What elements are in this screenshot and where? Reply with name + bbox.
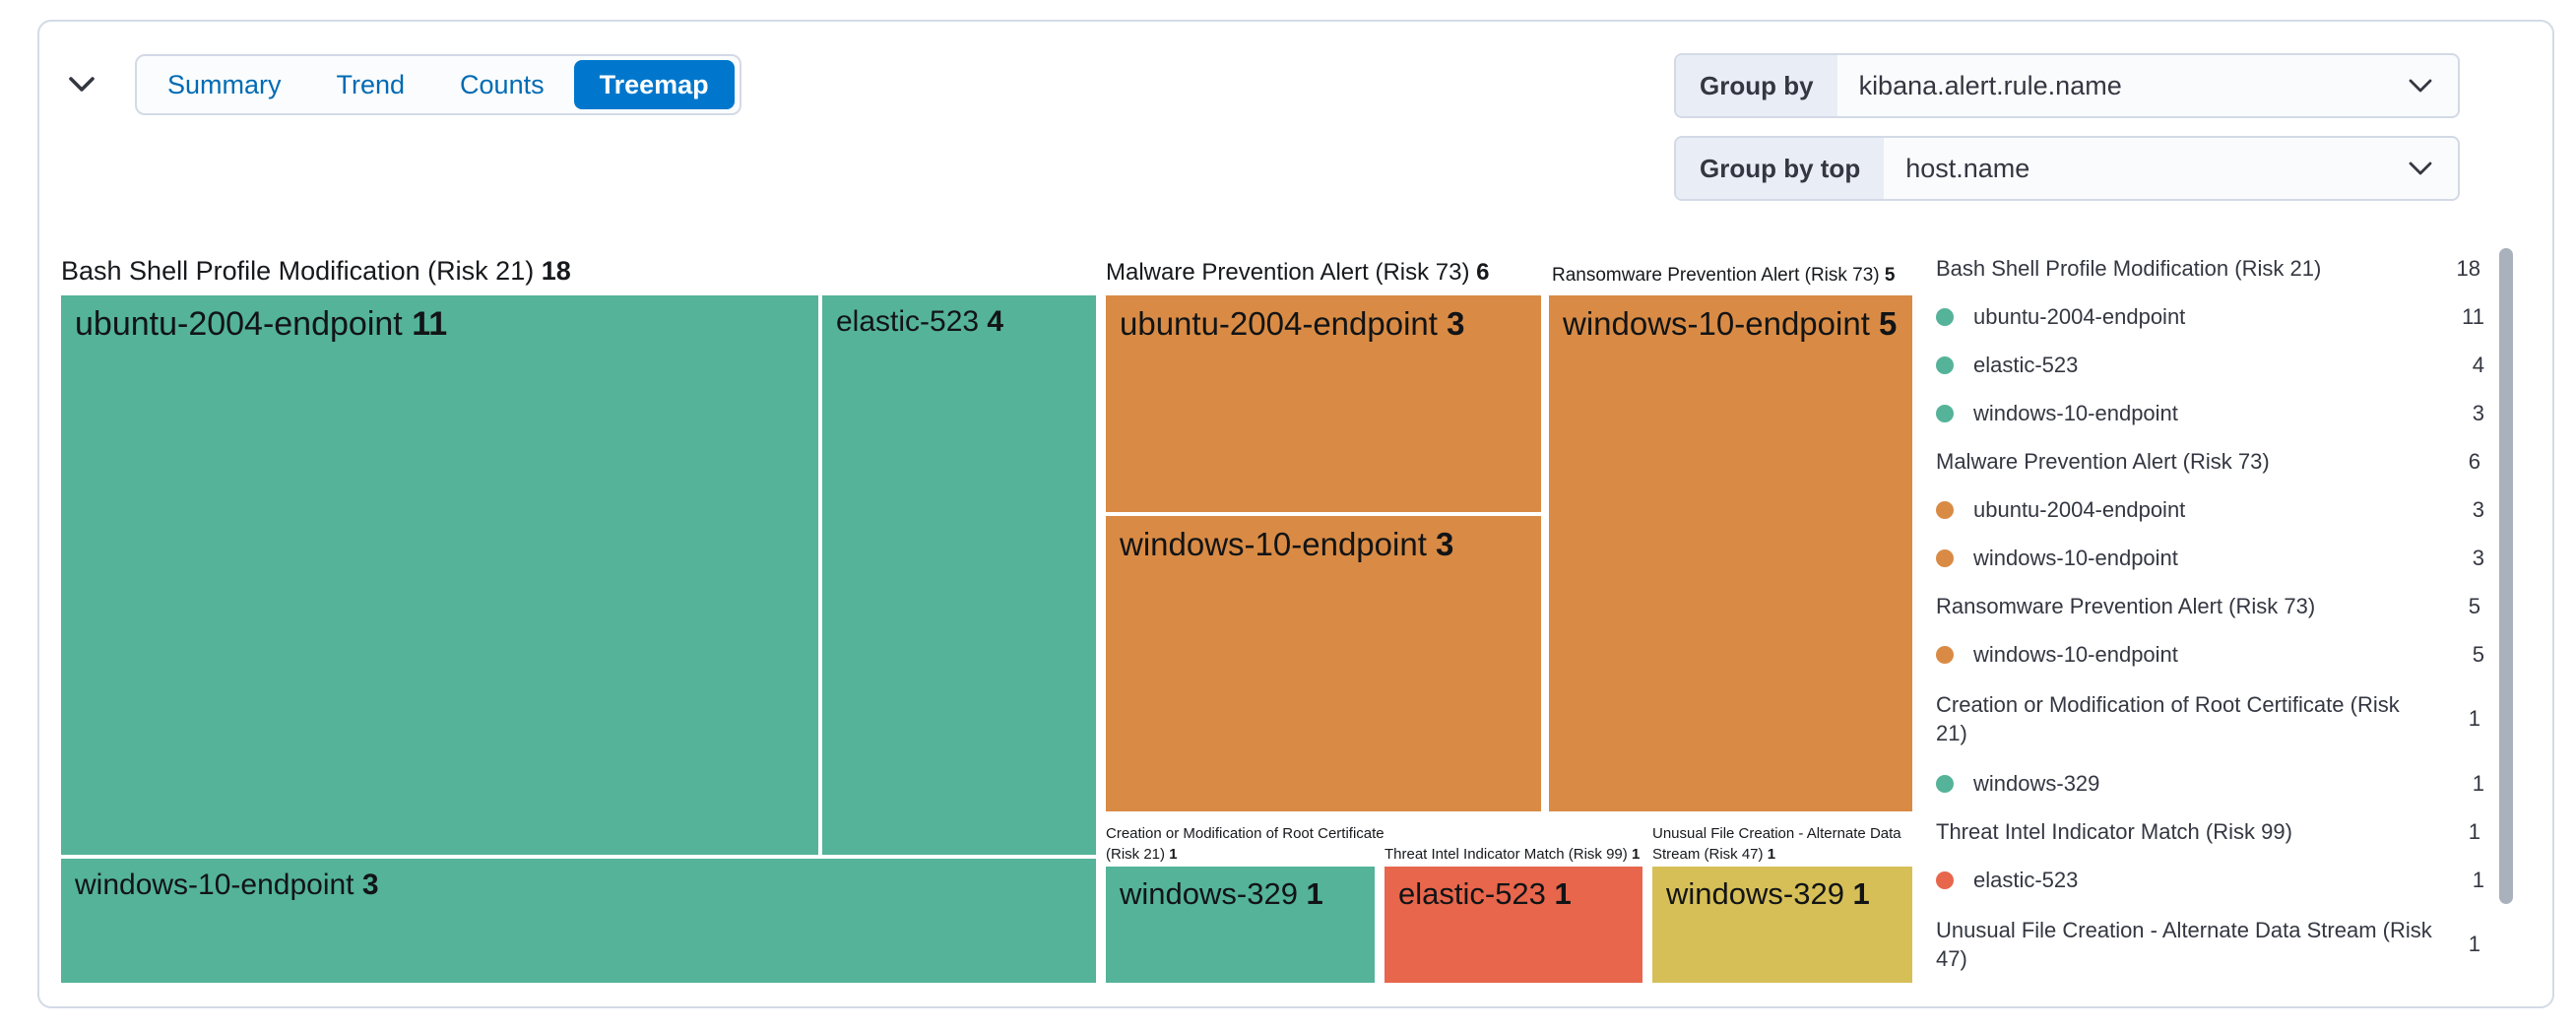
- legend-title-label: Ransomware Prevention Alert (Risk 73): [1936, 594, 2316, 618]
- legend-item-label: windows-329: [1973, 771, 2100, 796]
- legend-item-label: ubuntu-2004-endpoint: [1973, 304, 2186, 329]
- legend-item-label: elastic-523: [1973, 868, 2079, 892]
- legend-title-label: Threat Intel Indicator Match (Risk 99): [1936, 819, 2292, 844]
- legend-title-label: Bash Shell Profile Modification (Risk 21…: [1936, 256, 2322, 281]
- legend-row-title-malware-prevention-alert-risk-73[interactable]: Malware Prevention Alert (Risk 73) 6: [1936, 437, 2484, 485]
- legend-item-label: windows-10-endpoint: [1973, 401, 2178, 425]
- group-by-top-select[interactable]: Group by top host.name: [1674, 136, 2460, 201]
- legend-count: 3: [2472, 496, 2484, 522]
- legend-row-item-windows-10-endpoint[interactable]: windows-10-endpoint 3: [1936, 389, 2484, 437]
- collapse-toggle-button[interactable]: [65, 65, 108, 104]
- legend-count: 1: [2472, 867, 2484, 892]
- legend-scrollbar-thumb[interactable]: [2499, 248, 2513, 904]
- legend-title-label: Creation or Modification of Root Certifi…: [1936, 692, 2400, 745]
- legend-row-item-elastic-523[interactable]: elastic-523 1: [1936, 856, 2484, 904]
- treemap-tile-label: windows-10-endpoint 3: [75, 869, 379, 901]
- legend-count: 4: [2472, 352, 2484, 377]
- legend-item-label: elastic-523: [1973, 353, 2079, 377]
- tab-counts[interactable]: Counts: [434, 60, 570, 109]
- group-by-top-label: Group by top: [1676, 138, 1885, 199]
- legend-count: 5: [2468, 593, 2480, 618]
- legend-count: 3: [2472, 400, 2484, 425]
- legend-count: 1: [2468, 932, 2480, 956]
- treemap-tile-elastic-523[interactable]: elastic-523 1: [1385, 867, 1642, 983]
- legend-row-item-ubuntu-2004-endpoint[interactable]: ubuntu-2004-endpoint 11: [1936, 292, 2484, 341]
- treemap-group-header-unusual-file-creation-alternate-data-stream-risk-47: Unusual File Creation - Alternate Data S…: [1652, 825, 1901, 863]
- treemap-group-header-ransomware-prevention-alert-risk-73: Ransomware Prevention Alert (Risk 73) 5: [1552, 265, 1896, 286]
- legend-item-label: windows-10-endpoint: [1973, 642, 2178, 667]
- legend-dot-icon: [1936, 404, 1954, 422]
- tab-treemap[interactable]: Treemap: [573, 60, 735, 109]
- treemap-group-header-bash-shell-profile-modification-risk-21: Bash Shell Profile Modification (Risk 21…: [61, 256, 571, 286]
- legend-count: 6: [2468, 448, 2480, 474]
- group-by-select[interactable]: Group by kibana.alert.rule.name: [1674, 53, 2460, 118]
- treemap-tile-label: windows-10-endpoint 3: [1120, 526, 1454, 562]
- legend-dot-icon: [1936, 871, 1954, 889]
- treemap-tile-label: windows-329 1: [1120, 876, 1323, 911]
- treemap-tile-label: ubuntu-2004-endpoint 11: [75, 305, 448, 343]
- legend-count: 1: [2468, 818, 2480, 844]
- group-by-top-value[interactable]: host.name: [1905, 153, 2030, 183]
- treemap-group-header-creation-or-modification-of-root-certificate-risk-21: Creation or Modification of Root Certifi…: [1106, 825, 1385, 863]
- legend-row-item-windows-329[interactable]: windows-329 1: [1936, 759, 2484, 807]
- tab-summary[interactable]: Summary: [142, 60, 307, 109]
- treemap-legend: Bash Shell Profile Modification (Risk 21…: [1936, 244, 2484, 985]
- legend-count: 1: [2468, 706, 2480, 731]
- legend-title-label: Malware Prevention Alert (Risk 73): [1936, 449, 2270, 474]
- legend-row-title-threat-intel-indicator-match-risk-99[interactable]: Threat Intel Indicator Match (Risk 99) 1: [1936, 807, 2484, 856]
- chevron-down-icon: [2407, 55, 2458, 116]
- legend-row-item-windows-10-endpoint[interactable]: windows-10-endpoint 3: [1936, 534, 2484, 582]
- legend-row-item-elastic-523[interactable]: elastic-523 4: [1936, 341, 2484, 389]
- legend-row-title-creation-or-modification-of-root-certificate-risk-21[interactable]: Creation or Modification of Root Certifi…: [1936, 678, 2484, 759]
- tab-trend[interactable]: Trend: [311, 60, 431, 109]
- treemap-tile-windows-10-endpoint[interactable]: windows-10-endpoint 3: [1106, 516, 1541, 811]
- treemap-group-header-malware-prevention-alert-risk-73: Malware Prevention Alert (Risk 73) 6: [1106, 259, 1490, 286]
- legend-count: 11: [2462, 303, 2484, 329]
- treemap-tile-label: elastic-523 4: [836, 305, 1004, 338]
- legend-dot-icon: [1936, 500, 1954, 519]
- legend-dot-icon: [1936, 355, 1954, 374]
- legend-count: 18: [2456, 255, 2480, 281]
- legend-item-label: windows-10-endpoint: [1973, 546, 2178, 570]
- treemap-tile-label: elastic-523 1: [1398, 876, 1572, 911]
- treemap-tile-windows-10-endpoint[interactable]: windows-10-endpoint 3: [61, 859, 1096, 983]
- legend-dot-icon: [1936, 774, 1954, 793]
- treemap-tile-label: windows-329 1: [1666, 876, 1870, 911]
- legend-item-label: ubuntu-2004-endpoint: [1973, 497, 2186, 522]
- legend-count: 5: [2472, 641, 2484, 667]
- treemap-tile-windows-10-endpoint[interactable]: windows-10-endpoint 5: [1549, 295, 1912, 811]
- legend-row-item-ubuntu-2004-endpoint[interactable]: ubuntu-2004-endpoint 3: [1936, 485, 2484, 534]
- legend-dot-icon: [1936, 307, 1954, 326]
- treemap-tile-label: ubuntu-2004-endpoint 3: [1120, 305, 1465, 342]
- legend-row-title-ransomware-prevention-alert-risk-73[interactable]: Ransomware Prevention Alert (Risk 73) 5: [1936, 582, 2484, 630]
- chevron-down-icon: [2407, 138, 2458, 199]
- legend-row-item-windows-10-endpoint[interactable]: windows-10-endpoint 5: [1936, 630, 2484, 678]
- legend-row-title-unusual-file-creation-alternate-data-stream-risk-47[interactable]: Unusual File Creation - Alternate Data S…: [1936, 904, 2484, 985]
- view-tabs-group: Summary Trend Counts Treemap: [135, 54, 741, 115]
- group-by-value[interactable]: kibana.alert.rule.name: [1858, 70, 2122, 100]
- treemap-tile-windows-329[interactable]: windows-329 1: [1106, 867, 1375, 983]
- legend-dot-icon: [1936, 645, 1954, 664]
- group-by-label: Group by: [1676, 55, 1837, 116]
- legend-count: 1: [2472, 770, 2484, 796]
- treemap-tile-ubuntu-2004-endpoint[interactable]: ubuntu-2004-endpoint 11: [61, 295, 818, 855]
- legend-title-label: Unusual File Creation - Alternate Data S…: [1936, 918, 2432, 971]
- legend-dot-icon: [1936, 548, 1954, 567]
- treemap-tile-label: windows-10-endpoint 5: [1563, 305, 1898, 342]
- treemap-tile-windows-329[interactable]: windows-329 1: [1652, 867, 1912, 983]
- treemap-tile-elastic-523[interactable]: elastic-523 4: [822, 295, 1096, 855]
- treemap-group-header-threat-intel-indicator-match-risk-99: Threat Intel Indicator Match (Risk 99) 1: [1385, 846, 1641, 863]
- chevron-down-icon: [65, 73, 108, 97]
- legend-row-title-bash-shell-profile-modification-risk-21[interactable]: Bash Shell Profile Modification (Risk 21…: [1936, 244, 2484, 292]
- treemap-tile-ubuntu-2004-endpoint[interactable]: ubuntu-2004-endpoint 3: [1106, 295, 1541, 512]
- legend-count: 3: [2472, 545, 2484, 570]
